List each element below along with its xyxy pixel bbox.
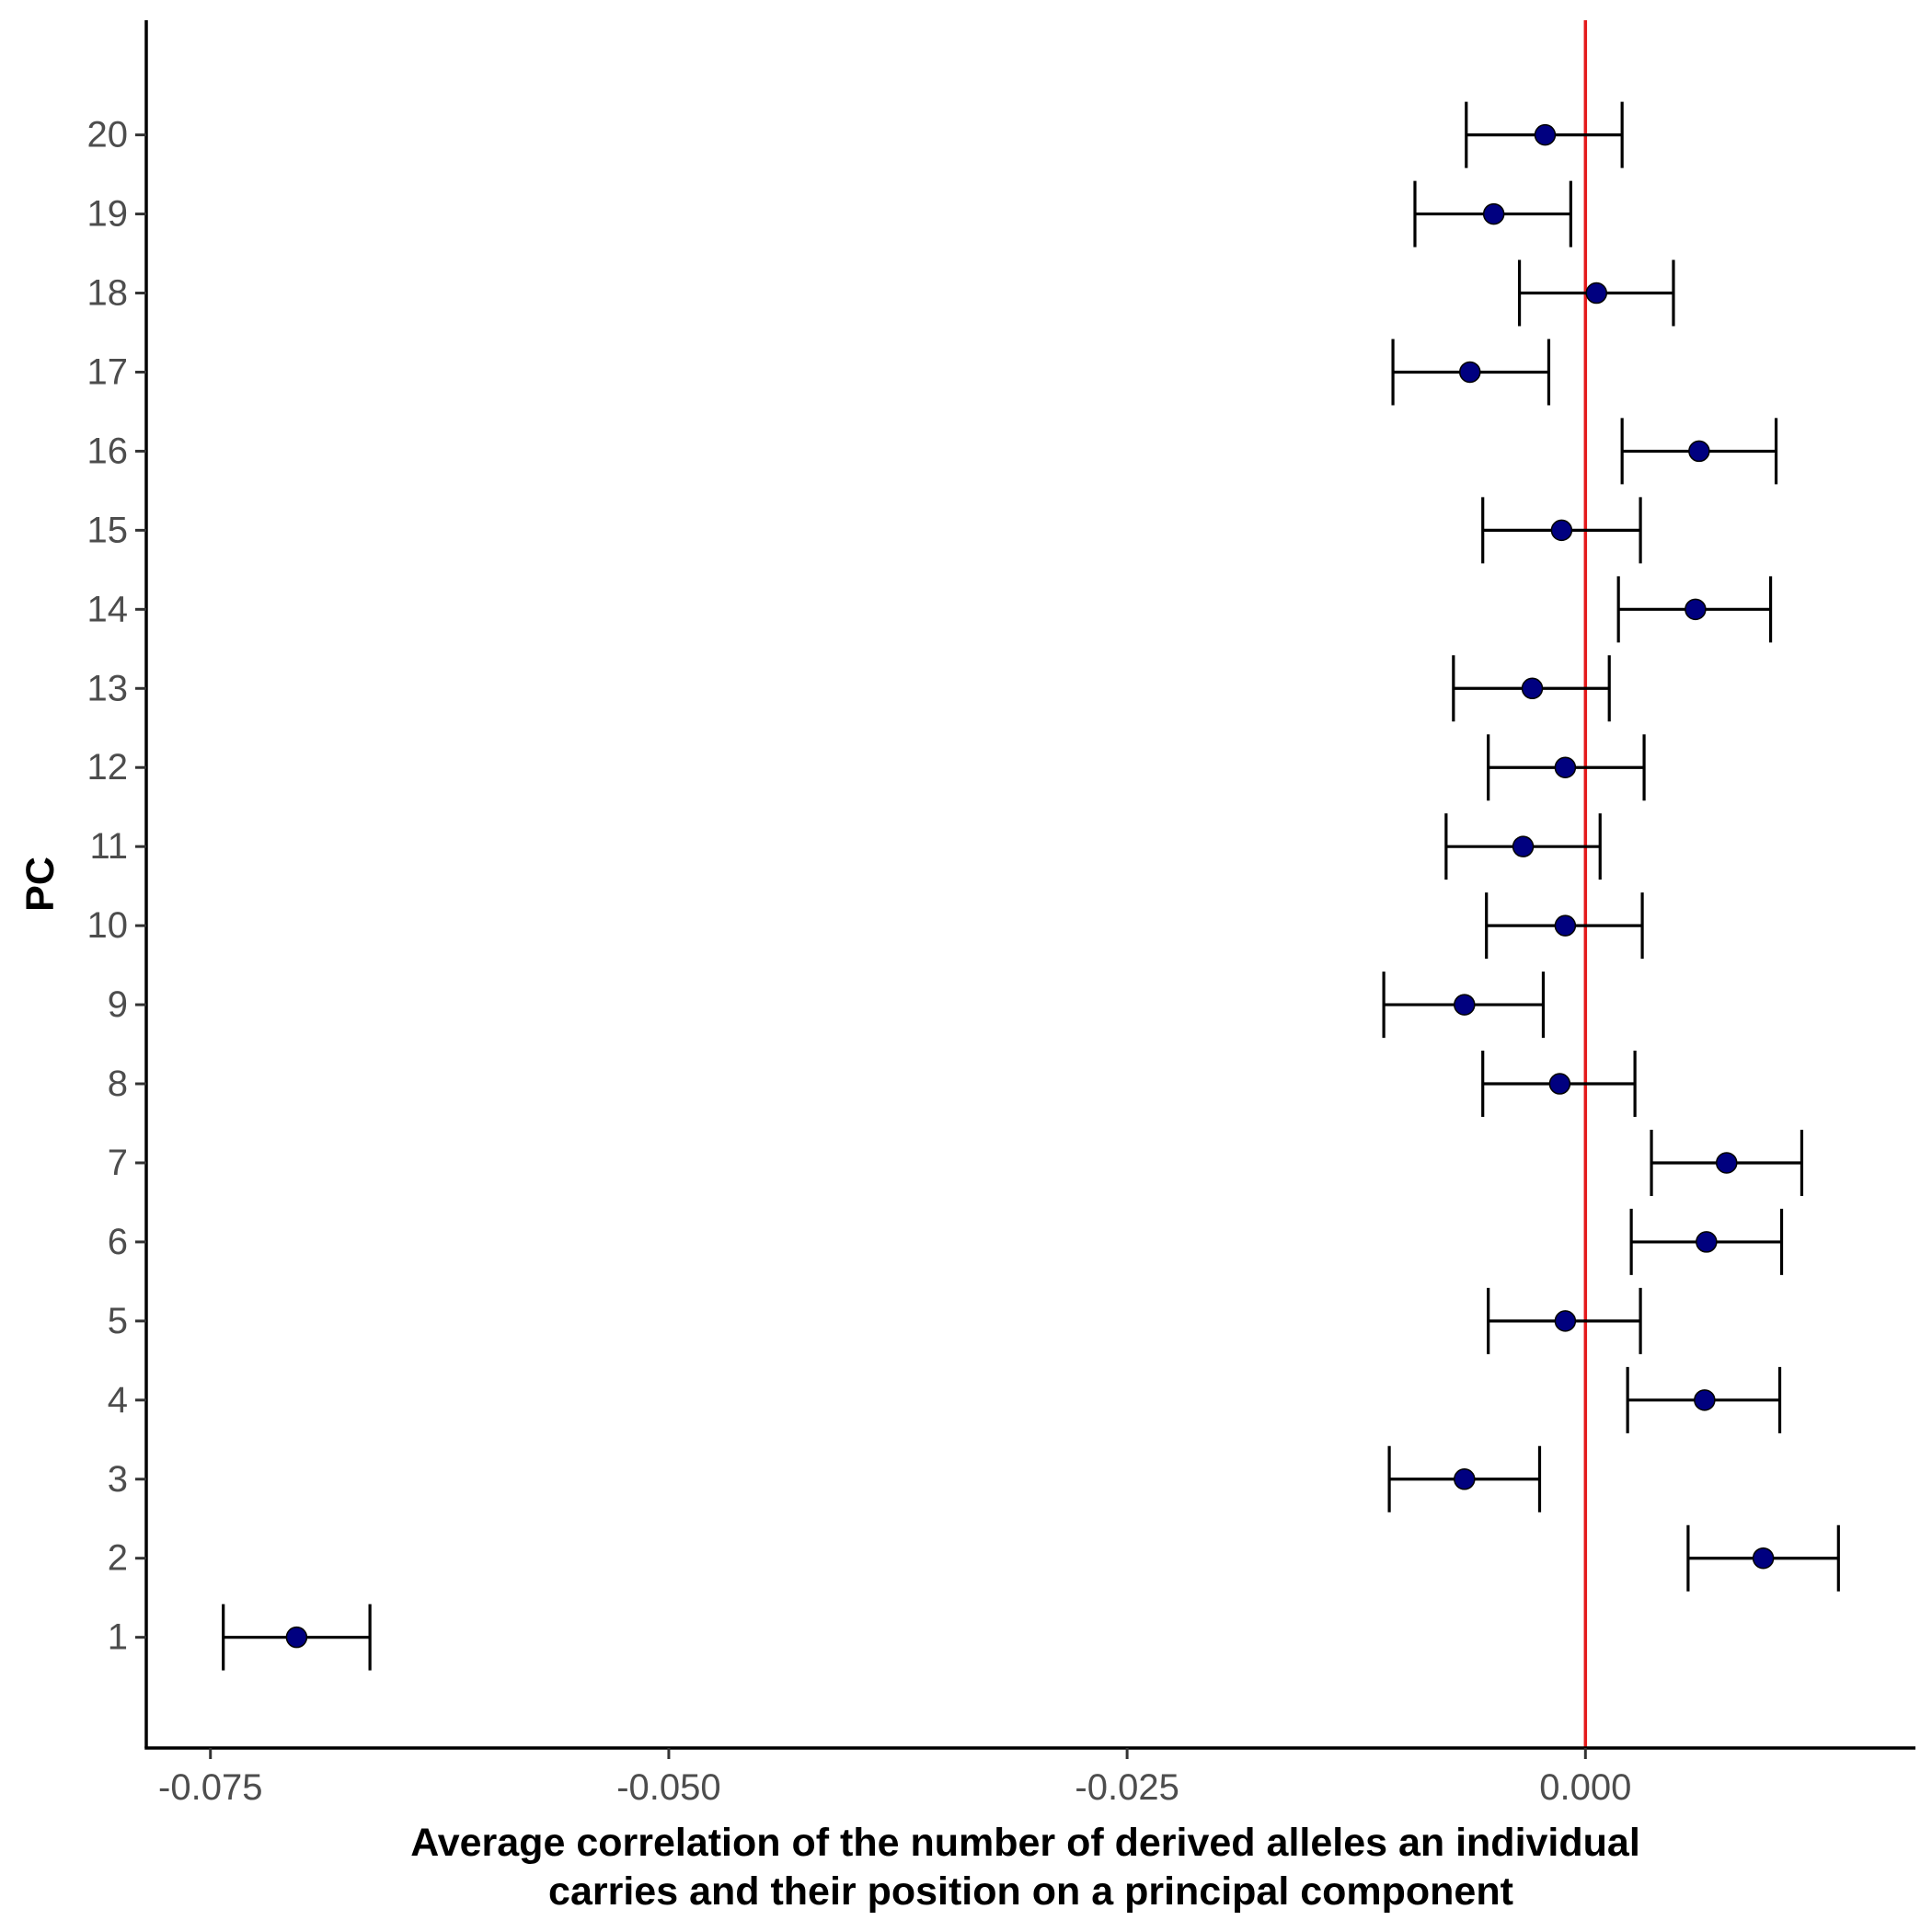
error-bars — [222, 101, 1840, 1671]
y-tick-label: 9 — [108, 984, 128, 1025]
point-pc-10 — [1554, 914, 1577, 937]
point-pc-13 — [1521, 677, 1544, 700]
point-pc-1 — [285, 1626, 308, 1649]
point-pc-19 — [1482, 202, 1505, 225]
y-tick-label: 12 — [87, 747, 129, 788]
point-pc-16 — [1688, 440, 1710, 463]
point-pc-20 — [1534, 123, 1557, 146]
y-tick-label: 4 — [108, 1380, 128, 1420]
y-tick-label: 15 — [87, 510, 129, 550]
y-tick-label: 18 — [87, 273, 129, 314]
x-tick-label: -0.050 — [616, 1767, 720, 1808]
x-tick-label: -0.075 — [158, 1767, 262, 1808]
y-tick-label: 11 — [89, 826, 128, 867]
y-tick-label: 2 — [108, 1538, 128, 1579]
point-pc-4 — [1694, 1389, 1716, 1411]
y-tick-label: 6 — [108, 1222, 128, 1262]
x-axis-title: Average correlation of the number of der… — [410, 1821, 1650, 1914]
y-tick-label: 8 — [108, 1064, 128, 1104]
y-tick-label: 16 — [87, 431, 129, 471]
y-tick-label: 20 — [87, 115, 129, 155]
y-tick-label: 14 — [87, 589, 129, 629]
x-axis-title-line-2: carries and their position on a principa… — [548, 1869, 1513, 1914]
y-tick-label: 17 — [87, 351, 129, 392]
plot-panel — [222, 20, 1840, 1748]
point-pc-7 — [1715, 1152, 1738, 1174]
y-tick-label: 10 — [87, 905, 129, 946]
point-pc-9 — [1454, 994, 1476, 1016]
point-pc-8 — [1548, 1073, 1571, 1095]
point-pc-15 — [1550, 519, 1573, 542]
y-tick-label: 19 — [87, 194, 129, 235]
x-axis-ticks: -0.075 -0.050 -0.025 0.000 — [158, 1748, 1631, 1808]
y-tick-label: 3 — [108, 1459, 128, 1500]
x-axis-title-line-1: Average correlation of the number of der… — [410, 1821, 1640, 1865]
y-axis-title: PC — [18, 857, 63, 912]
x-tick-label: -0.025 — [1075, 1767, 1179, 1808]
point-estimates — [285, 123, 1775, 1649]
point-pc-6 — [1696, 1231, 1718, 1253]
y-tick-label: 1 — [108, 1617, 128, 1658]
point-pc-5 — [1554, 1310, 1577, 1332]
x-tick-label: 0.000 — [1539, 1767, 1631, 1808]
y-tick-label: 5 — [108, 1301, 128, 1341]
point-pc-3 — [1454, 1468, 1476, 1490]
point-pc-11 — [1512, 835, 1535, 857]
y-tick-label: 7 — [108, 1143, 128, 1183]
point-pc-17 — [1459, 361, 1481, 384]
point-pc-12 — [1554, 756, 1577, 778]
point-pc-14 — [1685, 598, 1707, 621]
point-pc-18 — [1585, 282, 1608, 305]
y-tick-label: 13 — [87, 668, 129, 708]
point-pc-2 — [1752, 1547, 1775, 1570]
